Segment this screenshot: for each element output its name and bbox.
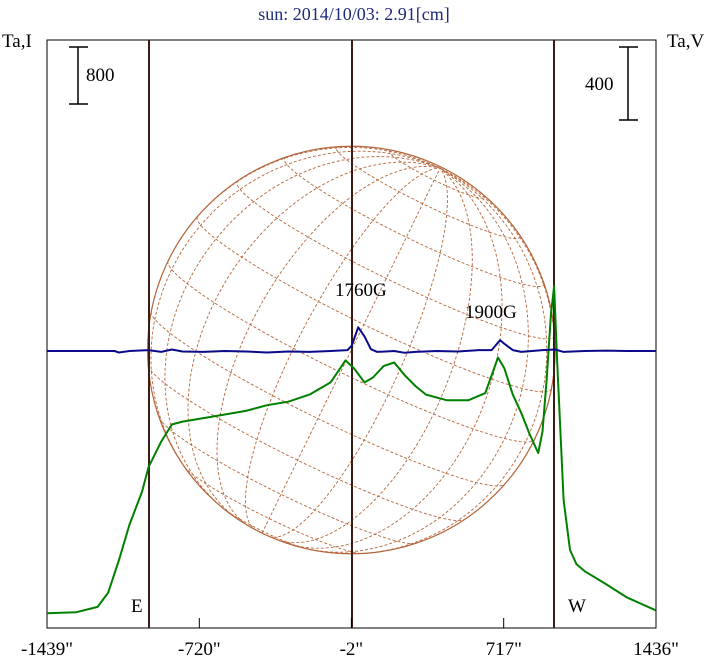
x-tick-label: 1436" [633, 639, 679, 660]
solar-disc [147, 145, 556, 555]
series-line-stokes-v [47, 326, 656, 354]
disc-grid-line [150, 311, 506, 487]
x-axis-ticks: -1439" -720" -2" 717" 1436" [21, 618, 679, 660]
disc-grid-line [150, 150, 441, 480]
x-tick-label: 717" [486, 639, 522, 660]
disc-grid-line [245, 167, 441, 531]
annotation-1900g: 1900G [465, 302, 517, 323]
right-axis-label: Ta,V [667, 31, 704, 52]
disc-grid-line [346, 167, 548, 555]
disc-grid-line [236, 180, 556, 340]
east-limb-label: E [131, 596, 143, 617]
disc-grid-line [276, 167, 473, 544]
series-line-stokes-i [46, 285, 657, 615]
disc-grid-line [164, 156, 441, 509]
west-limb-label: W [568, 596, 586, 617]
left-scale-bar [69, 46, 88, 105]
disc-grid-line [158, 418, 416, 545]
disc-grid-line [167, 147, 441, 261]
disc-grid-line [184, 466, 363, 554]
disc-grid-line [216, 166, 441, 526]
disc-grid-line [286, 167, 503, 549]
disc-grid-line [439, 167, 556, 440]
right-scale-bar-label: 400 [585, 74, 614, 95]
disc-grid-line [305, 167, 529, 553]
left-axis-label: Ta,I [2, 31, 32, 52]
x-tick-label: -720" [178, 639, 221, 660]
x-tick-label: -2" [340, 639, 364, 660]
right-scale-bar [619, 46, 638, 121]
chart-title: sun: 2014/10/03: 2.91[cm] [258, 4, 450, 24]
disc-grid-line [187, 161, 441, 521]
x-tick-label: -1439" [21, 639, 73, 660]
disc-grid-line [335, 146, 521, 240]
left-scale-bar-label: 800 [86, 65, 115, 86]
series-group [46, 285, 657, 615]
annotation-1760g: 1760G [335, 280, 387, 301]
disc-grid-line [268, 167, 448, 538]
